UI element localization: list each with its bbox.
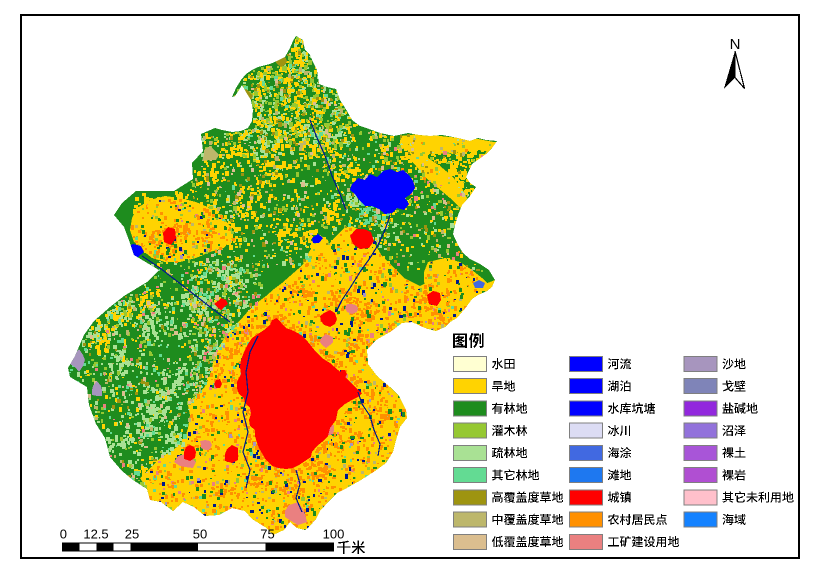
- svg-text:0: 0: [60, 526, 67, 541]
- svg-text:25: 25: [125, 526, 139, 541]
- svg-text:100: 100: [323, 526, 345, 541]
- svg-text:50: 50: [193, 526, 207, 541]
- svg-text:75: 75: [260, 526, 274, 541]
- svg-text:N: N: [730, 36, 741, 53]
- svg-text:12.5: 12.5: [83, 526, 108, 541]
